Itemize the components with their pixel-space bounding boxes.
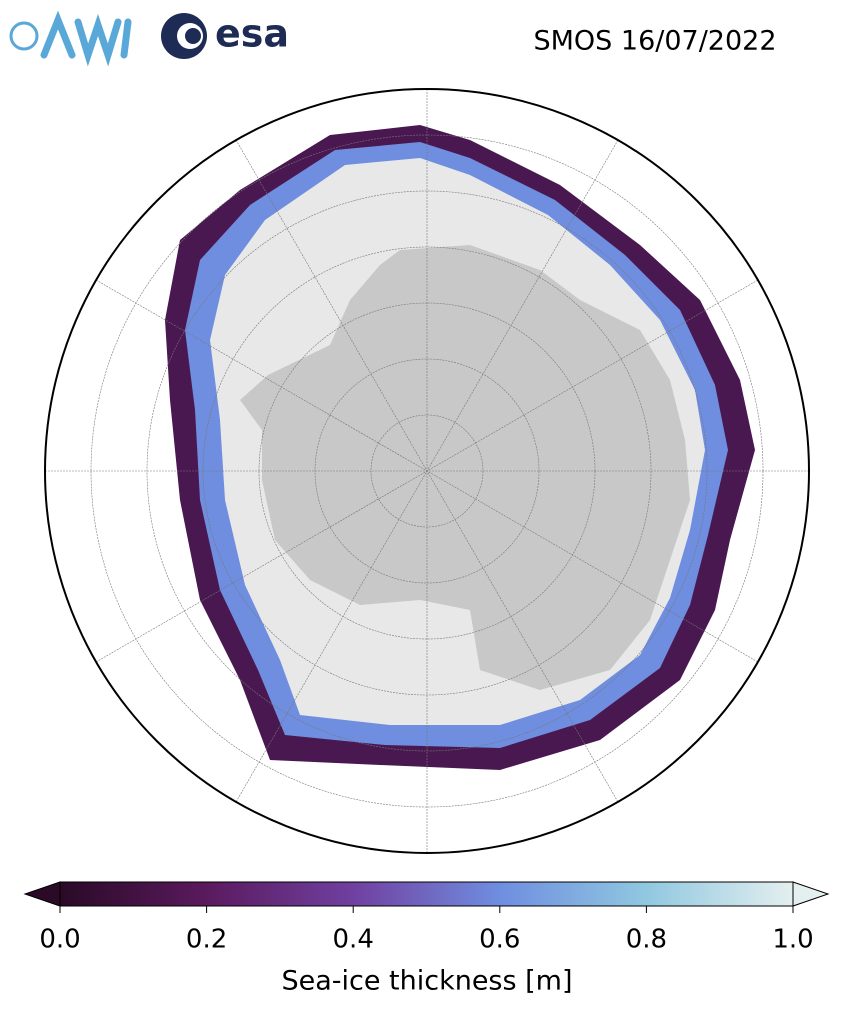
colorbar-tick-label: 0.0	[39, 925, 80, 955]
graticule	[45, 89, 809, 853]
map-title: SMOS 16/07/2022	[533, 26, 776, 57]
colorbar-tick-label: 0.2	[186, 925, 227, 955]
colorbar	[23, 881, 830, 907]
antarctica	[240, 245, 690, 690]
colorbar-tick-label: 0.4	[333, 925, 374, 955]
colorbar-tick-label: 0.8	[626, 925, 667, 955]
esa-logo: esa	[161, 12, 289, 59]
colorbar-label: Sea-ice thickness [m]	[281, 966, 572, 997]
colorbar-ramp	[59, 881, 794, 907]
colorbar-tick-label: 1.0	[772, 925, 813, 955]
colorbar-tick-label: 0.6	[479, 925, 520, 955]
map	[45, 89, 809, 853]
colorbar-extend-high	[792, 881, 830, 907]
esa-logo-text: esa	[215, 12, 289, 56]
awi-logo	[9, 10, 132, 67]
map-frame	[44, 88, 810, 854]
colorbar-extend-low	[23, 881, 61, 907]
